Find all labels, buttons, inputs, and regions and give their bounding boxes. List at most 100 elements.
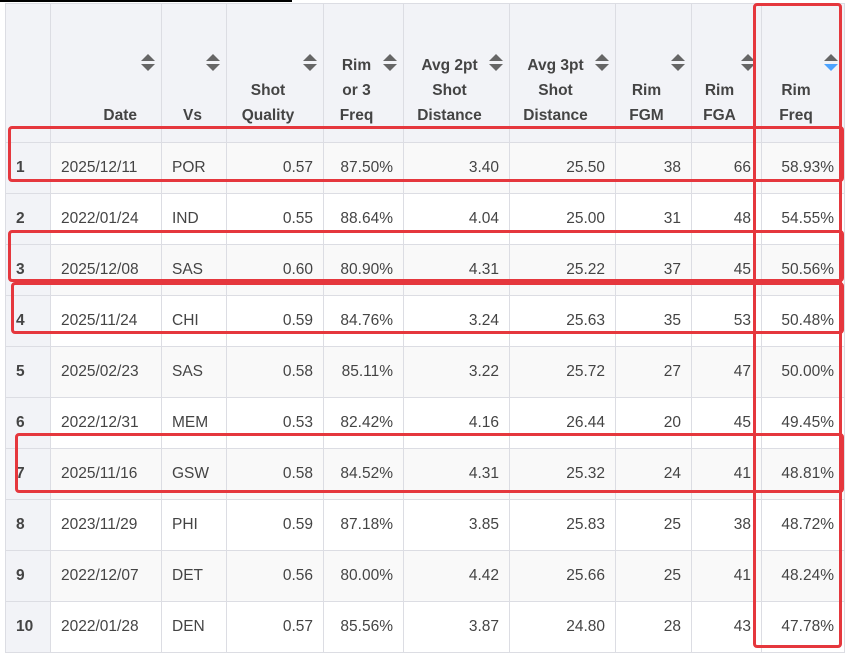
column-label: Avg 2pt Shot Distance [417,57,482,124]
column-header-shot-quality[interactable]: Shot Quality [226,3,324,143]
cell-index: 8 [5,499,51,551]
cell-date: 2025/11/16 [50,448,162,500]
column-label: Rim Freq [779,82,813,124]
cell-rim-fga: 45 [691,397,762,449]
cell-rim-fgm: 20 [615,397,692,449]
cell-shot-quality: 0.57 [226,601,324,653]
cell-vs: DEN [161,601,227,653]
cell-rim-fgm: 24 [615,448,692,500]
cell-shot-quality: 0.60 [226,244,324,296]
table-row[interactable]: 4 2025/11/24 CHI 0.59 84.76% 3.24 25.63 35 53 50.… [5,295,845,347]
top-bar [0,0,292,2]
column-header-index [5,3,51,143]
cell-vs: PHI [161,499,227,551]
cell-date: 2025/12/08 [50,244,162,296]
table-row[interactable]: 3 2025/12/08 SAS 0.60 80.90% 4.31 25.22 37 45 50.… [5,244,845,296]
cell-index: 2 [5,193,51,245]
cell-avg-2pt-shot-distance: 3.40 [403,142,510,194]
cell-rim-or-3-freq: 84.76% [323,295,404,347]
column-header-rim-freq[interactable]: Rim Freq [761,3,845,143]
column-label: Avg 3pt Shot Distance [523,57,588,124]
game-log-table: Date Vs Shot Quality Rim or 3 Freq Avg 2pt S… [5,3,845,653]
cell-avg-2pt-shot-distance: 4.31 [403,244,510,296]
sort-icon[interactable] [489,54,503,74]
sort-icon[interactable] [741,54,755,74]
sort-icon[interactable] [824,54,838,74]
cell-avg-3pt-shot-distance: 25.22 [509,244,616,296]
cell-rim-fgm: 37 [615,244,692,296]
sort-icon[interactable] [671,54,685,74]
column-label: Rim or 3 Freq [339,57,374,124]
cell-index: 6 [5,397,51,449]
sort-icon[interactable] [383,54,397,74]
cell-rim-or-3-freq: 87.18% [323,499,404,551]
cell-rim-fga: 48 [691,193,762,245]
sort-icon[interactable] [303,54,317,74]
table-row[interactable]: 7 2025/11/16 GSW 0.58 84.52% 4.31 25.32 24 41 48.… [5,448,845,500]
cell-rim-freq: 58.93% [761,142,845,194]
cell-rim-or-3-freq: 87.50% [323,142,404,194]
cell-avg-3pt-shot-distance: 25.72 [509,346,616,398]
cell-avg-3pt-shot-distance: 25.63 [509,295,616,347]
cell-rim-fgm: 35 [615,295,692,347]
cell-vs: MEM [161,397,227,449]
column-header-vs[interactable]: Vs [161,3,227,143]
cell-shot-quality: 0.53 [226,397,324,449]
column-label: Vs [183,107,202,124]
cell-rim-fga: 41 [691,448,762,500]
cell-avg-2pt-shot-distance: 3.24 [403,295,510,347]
column-header-avg-3pt-shot-distance[interactable]: Avg 3pt Shot Distance [509,3,616,143]
table-row[interactable]: 2 2022/01/24 IND 0.55 88.64% 4.04 25.00 31 48 54.… [5,193,845,245]
cell-rim-or-3-freq: 84.52% [323,448,404,500]
column-label: Rim FGM [629,82,664,124]
cell-date: 2025/12/11 [50,142,162,194]
column-header-date[interactable]: Date [50,3,162,143]
cell-avg-3pt-shot-distance: 25.50 [509,142,616,194]
cell-rim-fgm: 27 [615,346,692,398]
cell-shot-quality: 0.56 [226,550,324,602]
sort-icon[interactable] [141,54,155,74]
sort-icon[interactable] [595,54,609,74]
cell-rim-freq: 47.78% [761,601,845,653]
cell-rim-fgm: 31 [615,193,692,245]
cell-rim-fga: 66 [691,142,762,194]
cell-rim-fgm: 38 [615,142,692,194]
header-row: Date Vs Shot Quality Rim or 3 Freq Avg 2pt S… [5,3,845,143]
table-row[interactable]: 8 2023/11/29 PHI 0.59 87.18% 3.85 25.83 25 38 48.… [5,499,845,551]
column-header-rim-fgm[interactable]: Rim FGM [615,3,692,143]
cell-shot-quality: 0.55 [226,193,324,245]
cell-avg-3pt-shot-distance: 25.00 [509,193,616,245]
cell-date: 2022/12/07 [50,550,162,602]
column-header-rim-or-3-freq[interactable]: Rim or 3 Freq [323,3,404,143]
cell-avg-3pt-shot-distance: 25.83 [509,499,616,551]
cell-date: 2022/12/31 [50,397,162,449]
cell-rim-or-3-freq: 85.56% [323,601,404,653]
column-label: Date [103,107,137,124]
cell-rim-freq: 48.24% [761,550,845,602]
cell-avg-2pt-shot-distance: 4.42 [403,550,510,602]
table-row[interactable]: 6 2022/12/31 MEM 0.53 82.42% 4.16 26.44 20 45 49.… [5,397,845,449]
column-header-avg-2pt-shot-distance[interactable]: Avg 2pt Shot Distance [403,3,510,143]
cell-shot-quality: 0.58 [226,346,324,398]
sort-icon[interactable] [206,54,220,74]
cell-date: 2023/11/29 [50,499,162,551]
cell-rim-freq: 48.81% [761,448,845,500]
cell-rim-fga: 47 [691,346,762,398]
table-row[interactable]: 9 2022/12/07 DET 0.56 80.00% 4.42 25.66 25 41 48.… [5,550,845,602]
table-row[interactable]: 5 2025/02/23 SAS 0.58 85.11% 3.22 25.72 27 47 50.… [5,346,845,398]
cell-vs: IND [161,193,227,245]
column-label: Shot Quality [241,82,295,124]
cell-rim-or-3-freq: 80.00% [323,550,404,602]
cell-rim-fga: 38 [691,499,762,551]
cell-date: 2025/02/23 [50,346,162,398]
cell-rim-fga: 43 [691,601,762,653]
table-row[interactable]: 10 2022/01/28 DEN 0.57 85.56% 3.87 24.80 28 43 47… [5,601,845,653]
cell-rim-freq: 50.48% [761,295,845,347]
table-row[interactable]: 1 2025/12/11 POR 0.57 87.50% 3.40 25.50 38 66 58.… [5,142,845,194]
cell-index: 3 [5,244,51,296]
column-header-rim-fga[interactable]: Rim FGA [691,3,762,143]
cell-avg-3pt-shot-distance: 26.44 [509,397,616,449]
cell-avg-2pt-shot-distance: 4.04 [403,193,510,245]
cell-index: 4 [5,295,51,347]
cell-rim-or-3-freq: 88.64% [323,193,404,245]
